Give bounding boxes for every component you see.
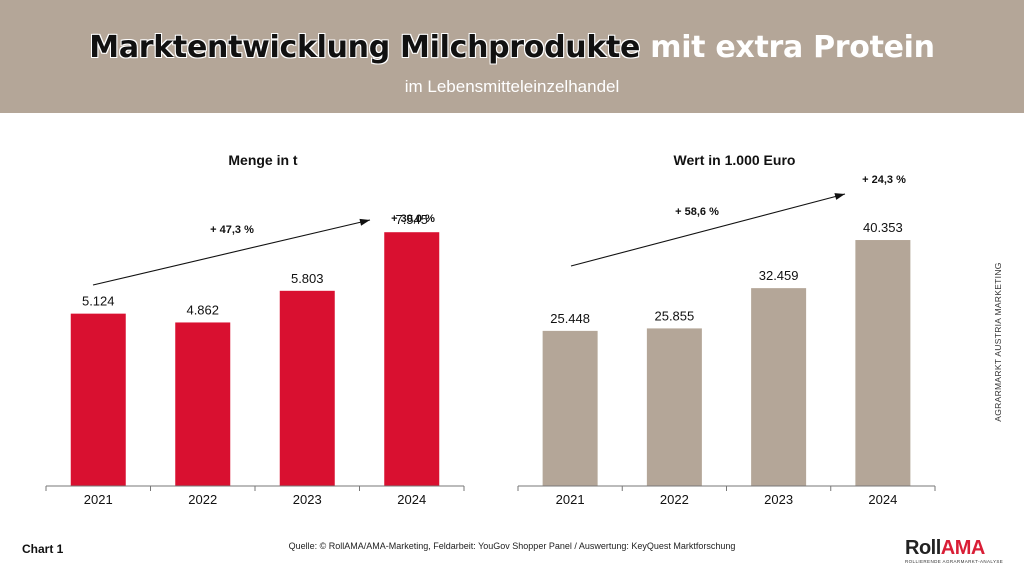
- chart-number: Chart 1: [22, 542, 64, 556]
- chart2-tick-label-2024: 2024: [868, 492, 897, 507]
- chart2-data-label-2021: 25.448: [550, 311, 590, 326]
- chart2-bar-2023: [751, 288, 807, 486]
- chart1-bar-2023: [279, 290, 335, 486]
- chart1-tick-label-2024: 2024: [397, 492, 426, 507]
- chart2-data-label-2024: 40.353: [863, 220, 903, 235]
- chart1-data-label-2023: 5.803: [291, 271, 324, 286]
- chart1-annotation-2: + 30,0 %: [391, 213, 435, 225]
- logo-wordmark: RollAMA: [905, 538, 1001, 558]
- chart1-trend-arrow-head: [359, 218, 370, 226]
- title-dark-part: Marktentwicklung Milchprodukte: [89, 30, 641, 65]
- chart2-tick-label-2023: 2023: [764, 492, 793, 507]
- chart2-trend-arrow-line: [570, 193, 846, 267]
- chart1-tick-label-2021: 2021: [84, 492, 113, 507]
- chart1-bar-2024: [384, 232, 440, 486]
- chart1-title: Menge in t: [228, 152, 298, 168]
- chart2-annotation-1: + 58,6 %: [675, 206, 719, 218]
- chart2-data-label-2022: 25.855: [654, 308, 694, 323]
- logo-tagline: ROLLIERENDE AGRARMARKT-ANALYSE: [905, 559, 1004, 564]
- chart1-data-label-2022: 4.862: [186, 302, 219, 317]
- chart1-tick-label-2022: 2022: [188, 492, 217, 507]
- source-note: Quelle: © RollAMA/AMA-Marketing, Feldarb…: [288, 541, 736, 551]
- chart1-bar-2021: [70, 313, 126, 486]
- chart1-data-label-2024: 7.545: [395, 212, 428, 227]
- title-light-part: mit extra Protein: [650, 30, 935, 65]
- logo-text-roll: Roll: [905, 537, 941, 559]
- chart1-tick-label-2023: 2023: [293, 492, 322, 507]
- side-label: AGRARMARKT AUSTRIA MARKETING: [990, 262, 1006, 422]
- chart2-annotation-2: + 24,3 %: [862, 174, 906, 186]
- chart2-bar-2022: [646, 328, 702, 486]
- chart2-bar-2021: [542, 330, 598, 486]
- page-subtitle: im Lebensmitteleinzelhandel: [404, 77, 620, 96]
- charts-area: Menge in t 5.124 2021 4.862 2022 5.803 2023 7.5…: [45, 152, 936, 507]
- header-band: Marktentwicklung Milchprodukte mit extra…: [0, 0, 1024, 113]
- chart2-title: Wert in 1.000 Euro: [674, 152, 796, 168]
- chart2-bar-2024: [855, 240, 911, 486]
- chart2-data-label-2023: 32.459: [759, 268, 799, 283]
- side-label-text: AGRARMARKT AUSTRIA MARKETING: [993, 262, 1003, 422]
- chart2-trend-arrow-head: [834, 193, 845, 200]
- logo-text-ama: AMA: [940, 537, 986, 559]
- chart1-trend-arrow-line: [92, 219, 371, 286]
- chart2-tick-label-2022: 2022: [660, 492, 689, 507]
- page-title: Marktentwicklung Milchprodukte mit extra…: [0, 30, 1024, 65]
- rollama-logo: RollAMA ROLLIERENDE AGRARMARKT-ANALYSE: [905, 538, 1004, 566]
- chart1-data-label-2021: 5.124: [82, 294, 115, 309]
- chart2-tick-label-2021: 2021: [556, 492, 585, 507]
- chart1-bar-2022: [175, 322, 231, 486]
- chart1-annotation-1: + 47,3 %: [210, 224, 254, 236]
